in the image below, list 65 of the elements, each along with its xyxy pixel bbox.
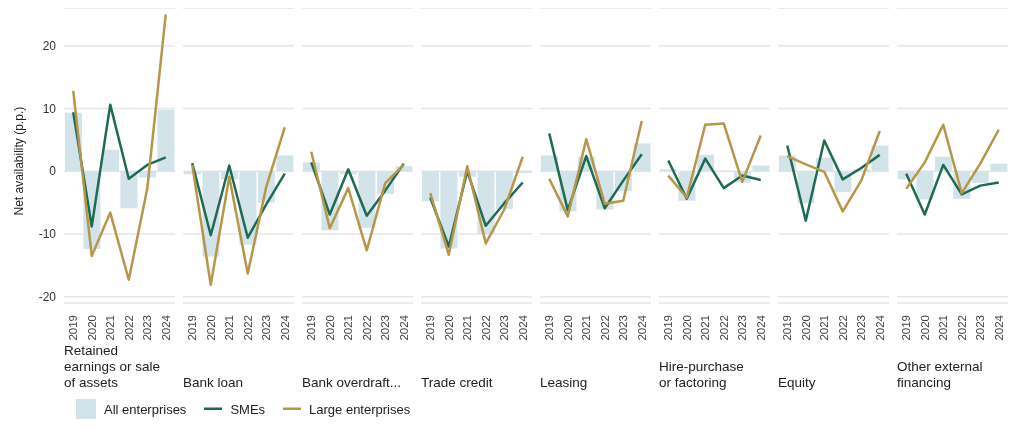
y-tick-label: 20 <box>42 38 57 53</box>
legend-label: SMEs <box>230 401 266 417</box>
x-tick-label: 2020 <box>561 315 574 341</box>
x-tick-label: 2023 <box>498 315 511 341</box>
x-tick-label: 2023 <box>855 315 868 341</box>
x-tick-label: 2021 <box>580 315 593 341</box>
x-tick-label: 2020 <box>323 315 336 341</box>
x-tick-label: 2019 <box>662 315 675 341</box>
x-tick-label: 2020 <box>799 315 812 341</box>
y-tick-label: 0 <box>49 164 57 179</box>
x-tick-label: 2023 <box>974 315 987 341</box>
x-tick-label: 2019 <box>781 315 794 341</box>
x-tick-label: 2023 <box>260 315 273 341</box>
x-tick-label: 2023 <box>379 315 392 341</box>
x-tick-label: 2023 <box>736 315 749 341</box>
x-tick-label: 2022 <box>122 315 135 341</box>
x-tick-label: 2024 <box>397 314 410 341</box>
x-tick-label: 2022 <box>955 315 968 341</box>
x-tick-label: 2021 <box>699 315 712 341</box>
y-tick-label: -20 <box>38 289 57 304</box>
x-tick-label: 2020 <box>85 315 98 341</box>
x-tick-label: 2022 <box>479 315 492 341</box>
x-tick-label: 2021 <box>461 315 474 341</box>
x-tick-label: 2021 <box>104 315 117 341</box>
x-tick-label: 2019 <box>543 315 556 341</box>
x-tick-label: 2022 <box>836 315 849 341</box>
x-tick-label: 2020 <box>204 315 217 341</box>
legend-label: All enterprises <box>104 401 187 417</box>
y-tick-label: 10 <box>42 101 57 116</box>
x-tick-label: 2021 <box>342 315 355 341</box>
x-tick-label: 2024 <box>159 314 172 341</box>
x-tick-label: 2023 <box>617 315 630 341</box>
x-tick-label: 2021 <box>223 315 236 341</box>
x-axis-title: Other external financing <box>897 359 984 391</box>
x-tick-label: 2024 <box>754 314 767 341</box>
x-axis-title: Leasing <box>540 375 588 391</box>
x-tick-label: 2021 <box>937 315 950 341</box>
x-tick-label: 2020 <box>680 315 693 341</box>
legend-label: Large enterprises <box>309 401 411 417</box>
x-axis-title: Bank loan <box>183 375 244 391</box>
x-axis-title: Hire-purchase or factoring <box>659 359 745 391</box>
x-tick-label: 2023 <box>141 315 154 341</box>
x-tick-label: 2019 <box>900 315 913 341</box>
x-tick-label: 2020 <box>442 315 455 341</box>
x-tick-label: 2024 <box>278 314 291 341</box>
x-axis-title: Trade credit <box>421 375 493 391</box>
x-tick-label: 2020 <box>918 315 931 341</box>
x-axis-title: Bank overdraft... <box>302 375 402 391</box>
x-axis-title: Retained earnings or sale of assets <box>64 343 162 391</box>
y-tick-label: -10 <box>38 227 57 242</box>
x-tick-label: 2022 <box>360 315 373 341</box>
y-axis-title: Net availability (p.p.) <box>12 106 27 216</box>
x-tick-label: 2019 <box>67 315 80 341</box>
x-tick-label: 2022 <box>241 315 254 341</box>
x-axis-title: Equity <box>778 375 816 391</box>
x-tick-label: 2024 <box>992 314 1005 341</box>
x-tick-label: 2022 <box>717 315 730 341</box>
x-tick-label: 2021 <box>818 315 831 341</box>
x-tick-label: 2024 <box>873 314 886 341</box>
x-tick-label: 2022 <box>598 315 611 341</box>
x-tick-label: 2024 <box>635 314 648 341</box>
x-tick-label: 2019 <box>424 315 437 341</box>
x-tick-label: 2024 <box>516 314 529 341</box>
x-tick-label: 2019 <box>305 315 318 341</box>
x-tick-label: 2019 <box>186 315 199 341</box>
